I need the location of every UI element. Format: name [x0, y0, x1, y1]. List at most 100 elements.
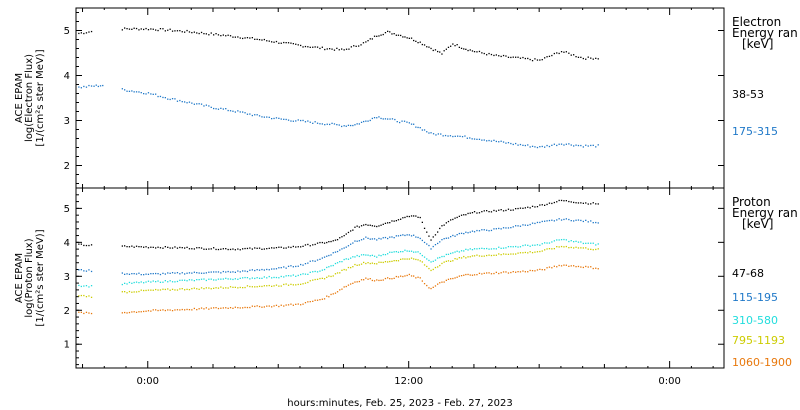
data-point — [352, 229, 354, 231]
data-point — [171, 310, 174, 312]
data-point — [336, 239, 339, 241]
data-point — [292, 284, 294, 286]
data-point — [531, 205, 534, 207]
data-point — [229, 35, 232, 37]
data-point — [585, 144, 587, 146]
data-point — [135, 91, 138, 93]
data-point — [582, 202, 584, 204]
data-point — [463, 233, 465, 235]
data-point — [256, 269, 258, 271]
data-point — [363, 238, 365, 240]
y-tick-label: 4 — [64, 238, 70, 249]
data-point — [78, 32, 80, 35]
data-point — [249, 113, 251, 115]
data-point — [483, 210, 485, 212]
data-point — [553, 240, 555, 242]
data-point — [215, 271, 217, 273]
data-point — [157, 289, 159, 291]
data-point — [167, 29, 169, 31]
data-point — [143, 246, 145, 248]
data-point — [417, 236, 419, 239]
data-point — [135, 273, 138, 275]
data-point — [450, 45, 452, 47]
data-point — [481, 229, 483, 231]
data-point — [387, 222, 389, 224]
data-point — [140, 311, 142, 313]
data-point — [465, 257, 467, 259]
data-point — [577, 202, 580, 204]
data-point — [198, 288, 200, 290]
data-point — [529, 146, 531, 148]
data-point — [316, 242, 319, 244]
data-point — [471, 255, 474, 257]
data-point — [191, 279, 193, 281]
data-point — [309, 260, 311, 262]
data-point — [213, 247, 215, 249]
data-point — [363, 224, 365, 226]
data-point — [239, 307, 241, 309]
data-point — [128, 246, 131, 248]
data-point — [404, 216, 406, 219]
data-point — [371, 238, 373, 240]
data-point — [145, 27, 147, 30]
data-point — [539, 250, 541, 253]
data-point — [198, 272, 200, 274]
data-point — [280, 118, 282, 120]
data-point — [283, 247, 285, 249]
data-point — [570, 201, 572, 203]
data-point — [338, 49, 340, 51]
data-point — [237, 36, 239, 38]
data-point — [275, 284, 278, 286]
data-point — [150, 281, 152, 283]
data-point — [232, 271, 234, 273]
data-point — [200, 287, 203, 289]
data-point — [476, 254, 478, 256]
data-point — [278, 246, 280, 248]
data-point — [443, 255, 445, 258]
data-point — [544, 249, 546, 251]
y-tick-label: 5 — [64, 26, 70, 37]
data-point — [128, 311, 131, 314]
data-point — [430, 132, 432, 134]
data-point — [174, 30, 176, 32]
data-point — [83, 32, 85, 35]
data-point — [239, 111, 241, 113]
data-point — [363, 254, 365, 256]
data-point — [314, 278, 316, 281]
data-point — [397, 235, 400, 237]
y-tick-label: 2 — [64, 306, 70, 317]
data-point — [563, 246, 565, 248]
data-point — [577, 144, 580, 147]
data-point — [505, 209, 507, 212]
data-point — [124, 27, 126, 29]
data-point — [329, 123, 331, 126]
data-point — [186, 308, 188, 311]
data-point — [432, 268, 434, 271]
data-point — [133, 311, 135, 313]
data-point — [143, 310, 145, 313]
data-point — [263, 116, 265, 118]
data-point — [458, 275, 460, 277]
data-point — [358, 226, 360, 228]
data-point — [242, 37, 244, 40]
data-point — [548, 242, 551, 244]
data-point — [410, 275, 413, 277]
data-point — [297, 265, 299, 267]
data-point — [546, 248, 548, 250]
data-point — [421, 43, 423, 46]
data-point — [421, 280, 423, 282]
data-point — [478, 255, 481, 257]
data-point — [300, 273, 302, 276]
data-point — [454, 258, 456, 260]
data-point — [467, 249, 469, 251]
data-point — [326, 266, 328, 269]
data-point — [486, 54, 488, 56]
data-point — [225, 35, 227, 37]
data-point — [316, 278, 319, 280]
data-point — [205, 307, 207, 309]
data-point — [478, 50, 481, 53]
data-point — [297, 44, 299, 46]
data-point — [502, 210, 505, 212]
data-point — [261, 285, 263, 288]
data-point — [444, 134, 447, 137]
